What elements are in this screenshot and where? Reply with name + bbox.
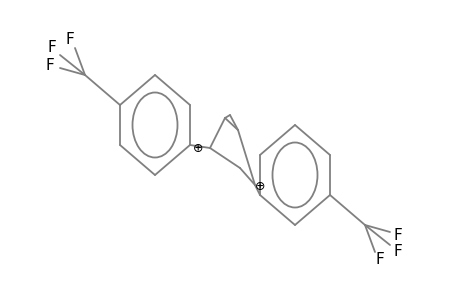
Text: F: F [393,227,402,242]
Text: ⊕: ⊕ [192,142,203,154]
Text: F: F [45,58,54,73]
Text: F: F [375,253,384,268]
Text: F: F [393,244,402,260]
Text: F: F [66,32,74,47]
Text: F: F [48,40,56,56]
Text: ⊕: ⊕ [254,181,265,194]
